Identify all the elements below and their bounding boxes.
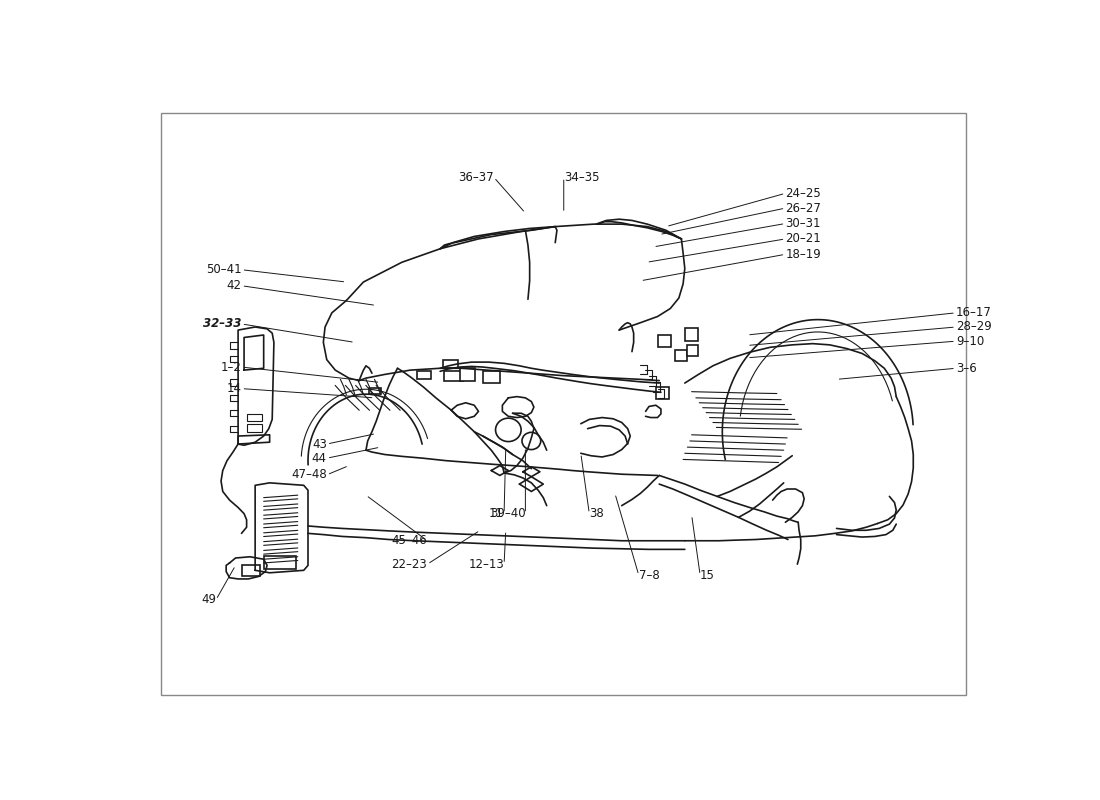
Ellipse shape [495, 418, 521, 442]
Bar [656, 386, 669, 399]
Text: 7–8: 7–8 [639, 569, 660, 582]
Text: 1–2: 1–2 [221, 361, 242, 374]
Bar [674, 350, 686, 361]
Bar [370, 388, 382, 394]
Text: 30–31: 30–31 [785, 217, 821, 230]
Text: 45–46: 45–46 [392, 534, 427, 547]
Text: 42: 42 [227, 279, 242, 292]
Text: 3–6: 3–6 [956, 362, 977, 374]
Text: 43: 43 [312, 438, 327, 450]
Text: 18–19: 18–19 [785, 248, 821, 261]
Text: 20–21: 20–21 [785, 233, 821, 246]
Text: 12–13: 12–13 [469, 558, 504, 570]
Text: 26–27: 26–27 [785, 202, 822, 214]
Bar [417, 370, 431, 379]
Bar [246, 414, 262, 422]
Bar [442, 360, 458, 368]
Bar [264, 555, 296, 569]
Text: 28–29: 28–29 [956, 321, 992, 334]
Text: 14: 14 [227, 382, 242, 395]
Text: 36–37: 36–37 [459, 171, 494, 184]
Bar [686, 345, 698, 356]
Bar [483, 370, 499, 383]
Bar [685, 328, 698, 341]
Text: 11: 11 [490, 507, 504, 520]
Text: 22–23: 22–23 [392, 558, 427, 570]
Bar [658, 335, 671, 347]
Text: 24–25: 24–25 [785, 187, 821, 200]
Text: 9–10: 9–10 [956, 334, 984, 348]
Text: 34–35: 34–35 [563, 171, 600, 184]
Text: 44: 44 [311, 452, 327, 465]
Text: 49: 49 [201, 594, 216, 606]
Ellipse shape [522, 432, 541, 450]
Bar [444, 370, 463, 381]
Bar [242, 566, 261, 577]
Text: 15: 15 [700, 569, 715, 582]
Text: 47–48: 47–48 [292, 468, 327, 482]
Text: 38: 38 [590, 507, 604, 520]
Text: 50–41: 50–41 [206, 263, 242, 276]
Text: 16–17: 16–17 [956, 306, 992, 319]
Bar [460, 368, 475, 381]
Text: 39–40: 39–40 [490, 507, 526, 520]
Bar [246, 424, 262, 432]
Text: 32–33: 32–33 [204, 318, 242, 330]
